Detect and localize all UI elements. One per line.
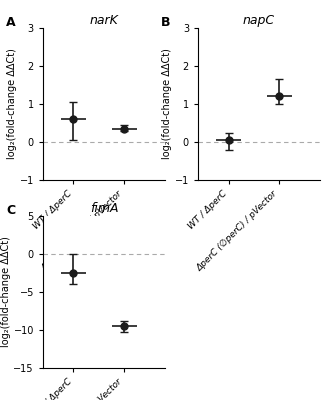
Y-axis label: log₂(fold-change ΔΔCt): log₂(fold-change ΔΔCt) xyxy=(162,48,172,160)
Text: B: B xyxy=(161,16,171,29)
Text: A: A xyxy=(6,16,16,29)
Y-axis label: log₂(fold-change ΔΔCt): log₂(fold-change ΔΔCt) xyxy=(7,48,17,160)
Y-axis label: log₂(fold-change ΔΔCt): log₂(fold-change ΔΔCt) xyxy=(1,236,11,348)
Title: narK: narK xyxy=(89,14,118,27)
Text: C: C xyxy=(6,204,16,217)
Title: fimA: fimA xyxy=(90,202,118,215)
Title: napC: napC xyxy=(243,14,275,27)
